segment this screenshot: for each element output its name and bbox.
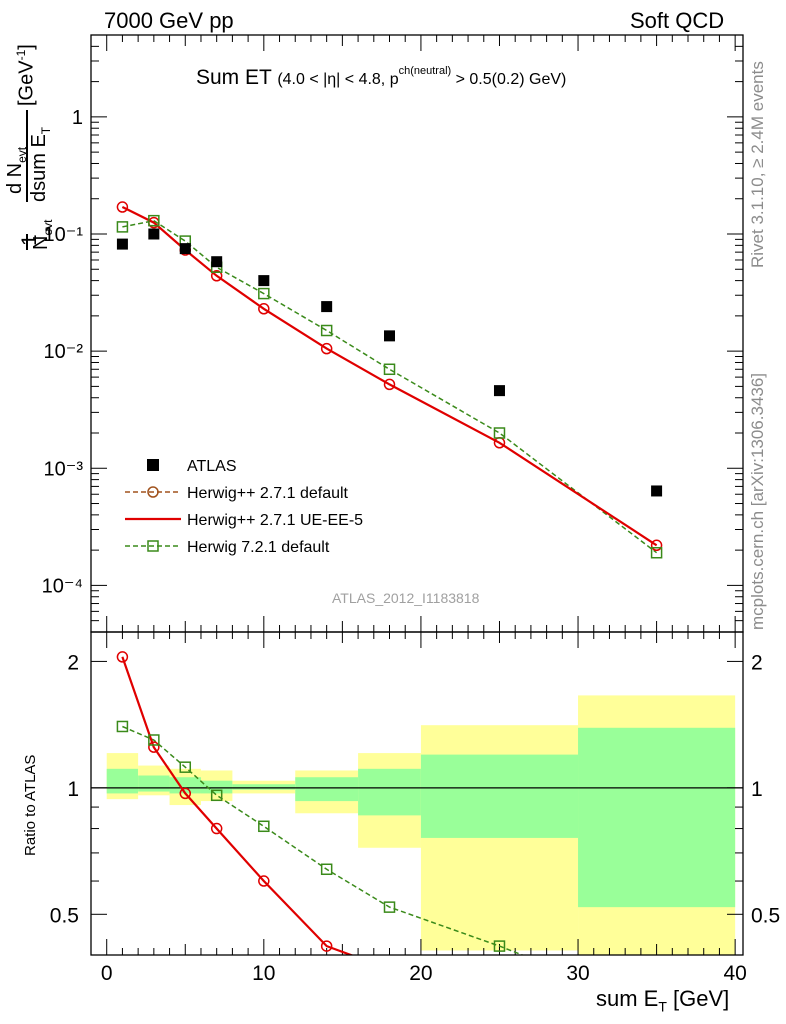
series-herwig7-point — [116, 221, 129, 233]
ratio-herwig7-point — [258, 820, 270, 833]
ratio-herwigpp-point — [179, 787, 192, 800]
ratio-y-tick-label: 0.5 — [50, 904, 79, 927]
legend-label: ATLAS — [187, 458, 237, 475]
ratio-herwigpp-point — [494, 974, 504, 984]
ratio-y-tick-label-right: 2 — [751, 651, 763, 674]
panel-frames — [90, 34, 744, 956]
ratio-herwigpp-ueee5-line — [121, 656, 355, 955]
ratio-herwigpp-point — [148, 741, 160, 753]
ratio-y-tick-label-right: 1 — [751, 778, 763, 801]
band-inner — [232, 784, 296, 790]
header-process: Soft QCD — [630, 8, 725, 33]
x-tick-label: 20 — [409, 962, 432, 985]
atlas-data-point — [384, 330, 396, 342]
x-tick-label: 0 — [101, 962, 113, 985]
series-herwigpp-point — [210, 270, 223, 282]
ratio-herwig7-point — [320, 863, 333, 876]
atlas-data-point — [651, 485, 663, 497]
ratio-y-tick-label-right: 0.5 — [751, 904, 780, 927]
band-inner — [138, 775, 170, 792]
y-tick-label: 10⁻³ — [44, 458, 84, 480]
ratio-panel-axis: 0 10 20 30 40 0.5 0.5 1 1 2 2 — [50, 651, 780, 985]
ratio-panel-frame — [90, 631, 744, 956]
series-herwig7-point — [258, 287, 270, 300]
atlas-data-point — [179, 243, 191, 255]
legend-label: Herwig++ 2.7.1 default — [187, 485, 349, 502]
top-panel-axis: 10⁻⁴ 10⁻³ 10⁻² 10⁻¹ 1 — [42, 34, 743, 955]
series-herwigpp-point — [320, 342, 333, 355]
y-axis-label-ratio: Ratio to ATLAS — [22, 754, 39, 856]
ratio-herwigpp-point — [210, 822, 223, 835]
band-inner — [200, 780, 233, 794]
x-tick-label: 10 — [252, 962, 275, 985]
ratio-herwig7-point — [116, 720, 129, 733]
mcplots-reference-text: mcplots.cern.ch [arXiv:1306.3436] — [748, 372, 767, 630]
band-inner — [169, 777, 201, 794]
y-axis-label-top: 1 Nevt d Nevt dsum ET [GeV-1] — [4, 44, 55, 250]
ratio-herwig7-point — [210, 789, 223, 802]
ratio-herwig7-line — [122, 725, 525, 955]
x-tick-label: 30 — [566, 962, 589, 985]
legend-label: Herwig 7.2.1 default — [187, 539, 330, 556]
legend-marker-herwig7 — [147, 540, 159, 552]
y-tick-label: 1 — [72, 107, 83, 129]
series-herwig7-point — [320, 324, 333, 337]
plot-title-main: Sum ET — [196, 66, 272, 89]
y-tick-label: 10⁻⁴ — [42, 575, 83, 597]
ratio-uncertainty-bands — [106, 695, 736, 955]
plot-title: Sum ET (4.0 < |η| < 4.8, pch(neutral) > … — [196, 64, 567, 90]
legend: ATLAS Herwig++ 2.7.1 default Herwig++ 2.7.… — [125, 458, 363, 556]
series-herwigpp-point — [650, 539, 663, 552]
band-inner — [295, 777, 359, 802]
series-herwigpp-point — [383, 378, 396, 391]
ratio-panel-series — [116, 651, 525, 984]
series-herwig7-point — [148, 214, 160, 227]
series-herwigpp-ueee5-line — [121, 206, 658, 547]
header-energy: 7000 GeV pp — [104, 8, 234, 33]
ratio-herwig7-point — [383, 901, 396, 913]
series-herwigpp-point — [258, 303, 270, 315]
legend-marker-herwigpp-default — [147, 486, 159, 498]
ratio-herwigpp-point — [320, 940, 333, 952]
ratio-herwigpp-point — [116, 651, 129, 663]
atlas-data-point — [148, 228, 160, 240]
series-herwig7-point — [493, 427, 506, 439]
x-axis-label: sum ET [GeV] — [596, 986, 730, 1015]
atlas-data-point — [321, 301, 333, 313]
series-herwig7-point — [650, 546, 663, 559]
ratio-y-tick-label: 1 — [67, 778, 79, 801]
y-tick-label: 10⁻² — [44, 341, 84, 363]
rivet-version-text: Rivet 3.1.10, ≥ 2.4M events — [748, 61, 767, 268]
analysis-watermark: ATLAS_2012_I1183818 — [332, 590, 480, 606]
band-inner — [106, 768, 139, 794]
y-tick-label: 10⁻¹ — [44, 224, 84, 246]
series-herwig7-point — [383, 363, 396, 376]
atlas-data-point — [493, 385, 505, 397]
ratio-herwigpp-point — [258, 875, 270, 887]
atlas-data-point — [258, 275, 270, 287]
ratio-y-tick-label: 2 — [67, 651, 79, 674]
ratio-herwigpp-point — [385, 964, 395, 974]
ratio-herwig7-point — [148, 734, 160, 746]
atlas-data-point — [211, 256, 223, 268]
band-inner — [578, 727, 736, 908]
legend-marker-atlas — [147, 459, 159, 471]
plot-title-cuts: (4.0 < |η| < 4.8, pch(neutral) > 0.5(0.2… — [277, 64, 567, 88]
x-tick-label: 40 — [723, 962, 746, 985]
legend-label: Herwig++ 2.7.1 UE-EE-5 — [187, 512, 363, 529]
top-panel-series — [116, 201, 663, 559]
atlas-data-point — [116, 238, 128, 250]
band-inner — [358, 768, 421, 816]
series-herwigpp-point — [116, 201, 129, 213]
series-herwig7-line — [122, 219, 658, 554]
band-inner — [420, 754, 579, 838]
ratio-herwig7-point — [493, 940, 506, 952]
ratio-herwig7-point — [179, 761, 192, 773]
